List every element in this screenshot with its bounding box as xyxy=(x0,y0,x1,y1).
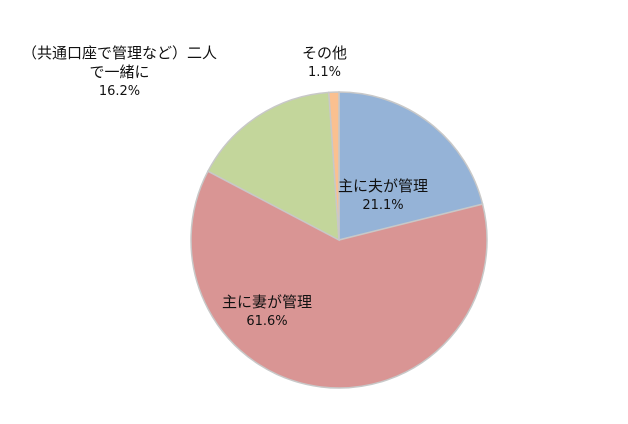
slice-together xyxy=(206,91,340,242)
label-together-value: 16.2% xyxy=(98,84,141,99)
label-other-value: 1.1% xyxy=(307,65,342,80)
label-husband-name: 主に夫が管理 xyxy=(338,177,429,195)
label-together: （共通口座で管理など）二人 で一緒に 16.2% xyxy=(22,44,217,101)
label-wife-value: 61.6% xyxy=(246,314,288,329)
label-husband: 主に夫が管理 21.1% xyxy=(338,177,428,215)
slice-other xyxy=(327,91,340,241)
label-wife: 主に妻が管理 61.6% xyxy=(222,293,312,331)
label-husband-value: 21.1% xyxy=(362,198,404,213)
label-other-name: その他 xyxy=(302,44,348,62)
slice-husband xyxy=(338,91,484,241)
label-wife-name: 主に妻が管理 xyxy=(222,293,313,311)
slice-wife xyxy=(190,170,488,389)
label-other: その他 1.1% xyxy=(302,44,347,82)
label-together-line1: （共通口座で管理など）二人 xyxy=(22,44,218,62)
label-together-line2: で一緒に xyxy=(89,63,150,81)
